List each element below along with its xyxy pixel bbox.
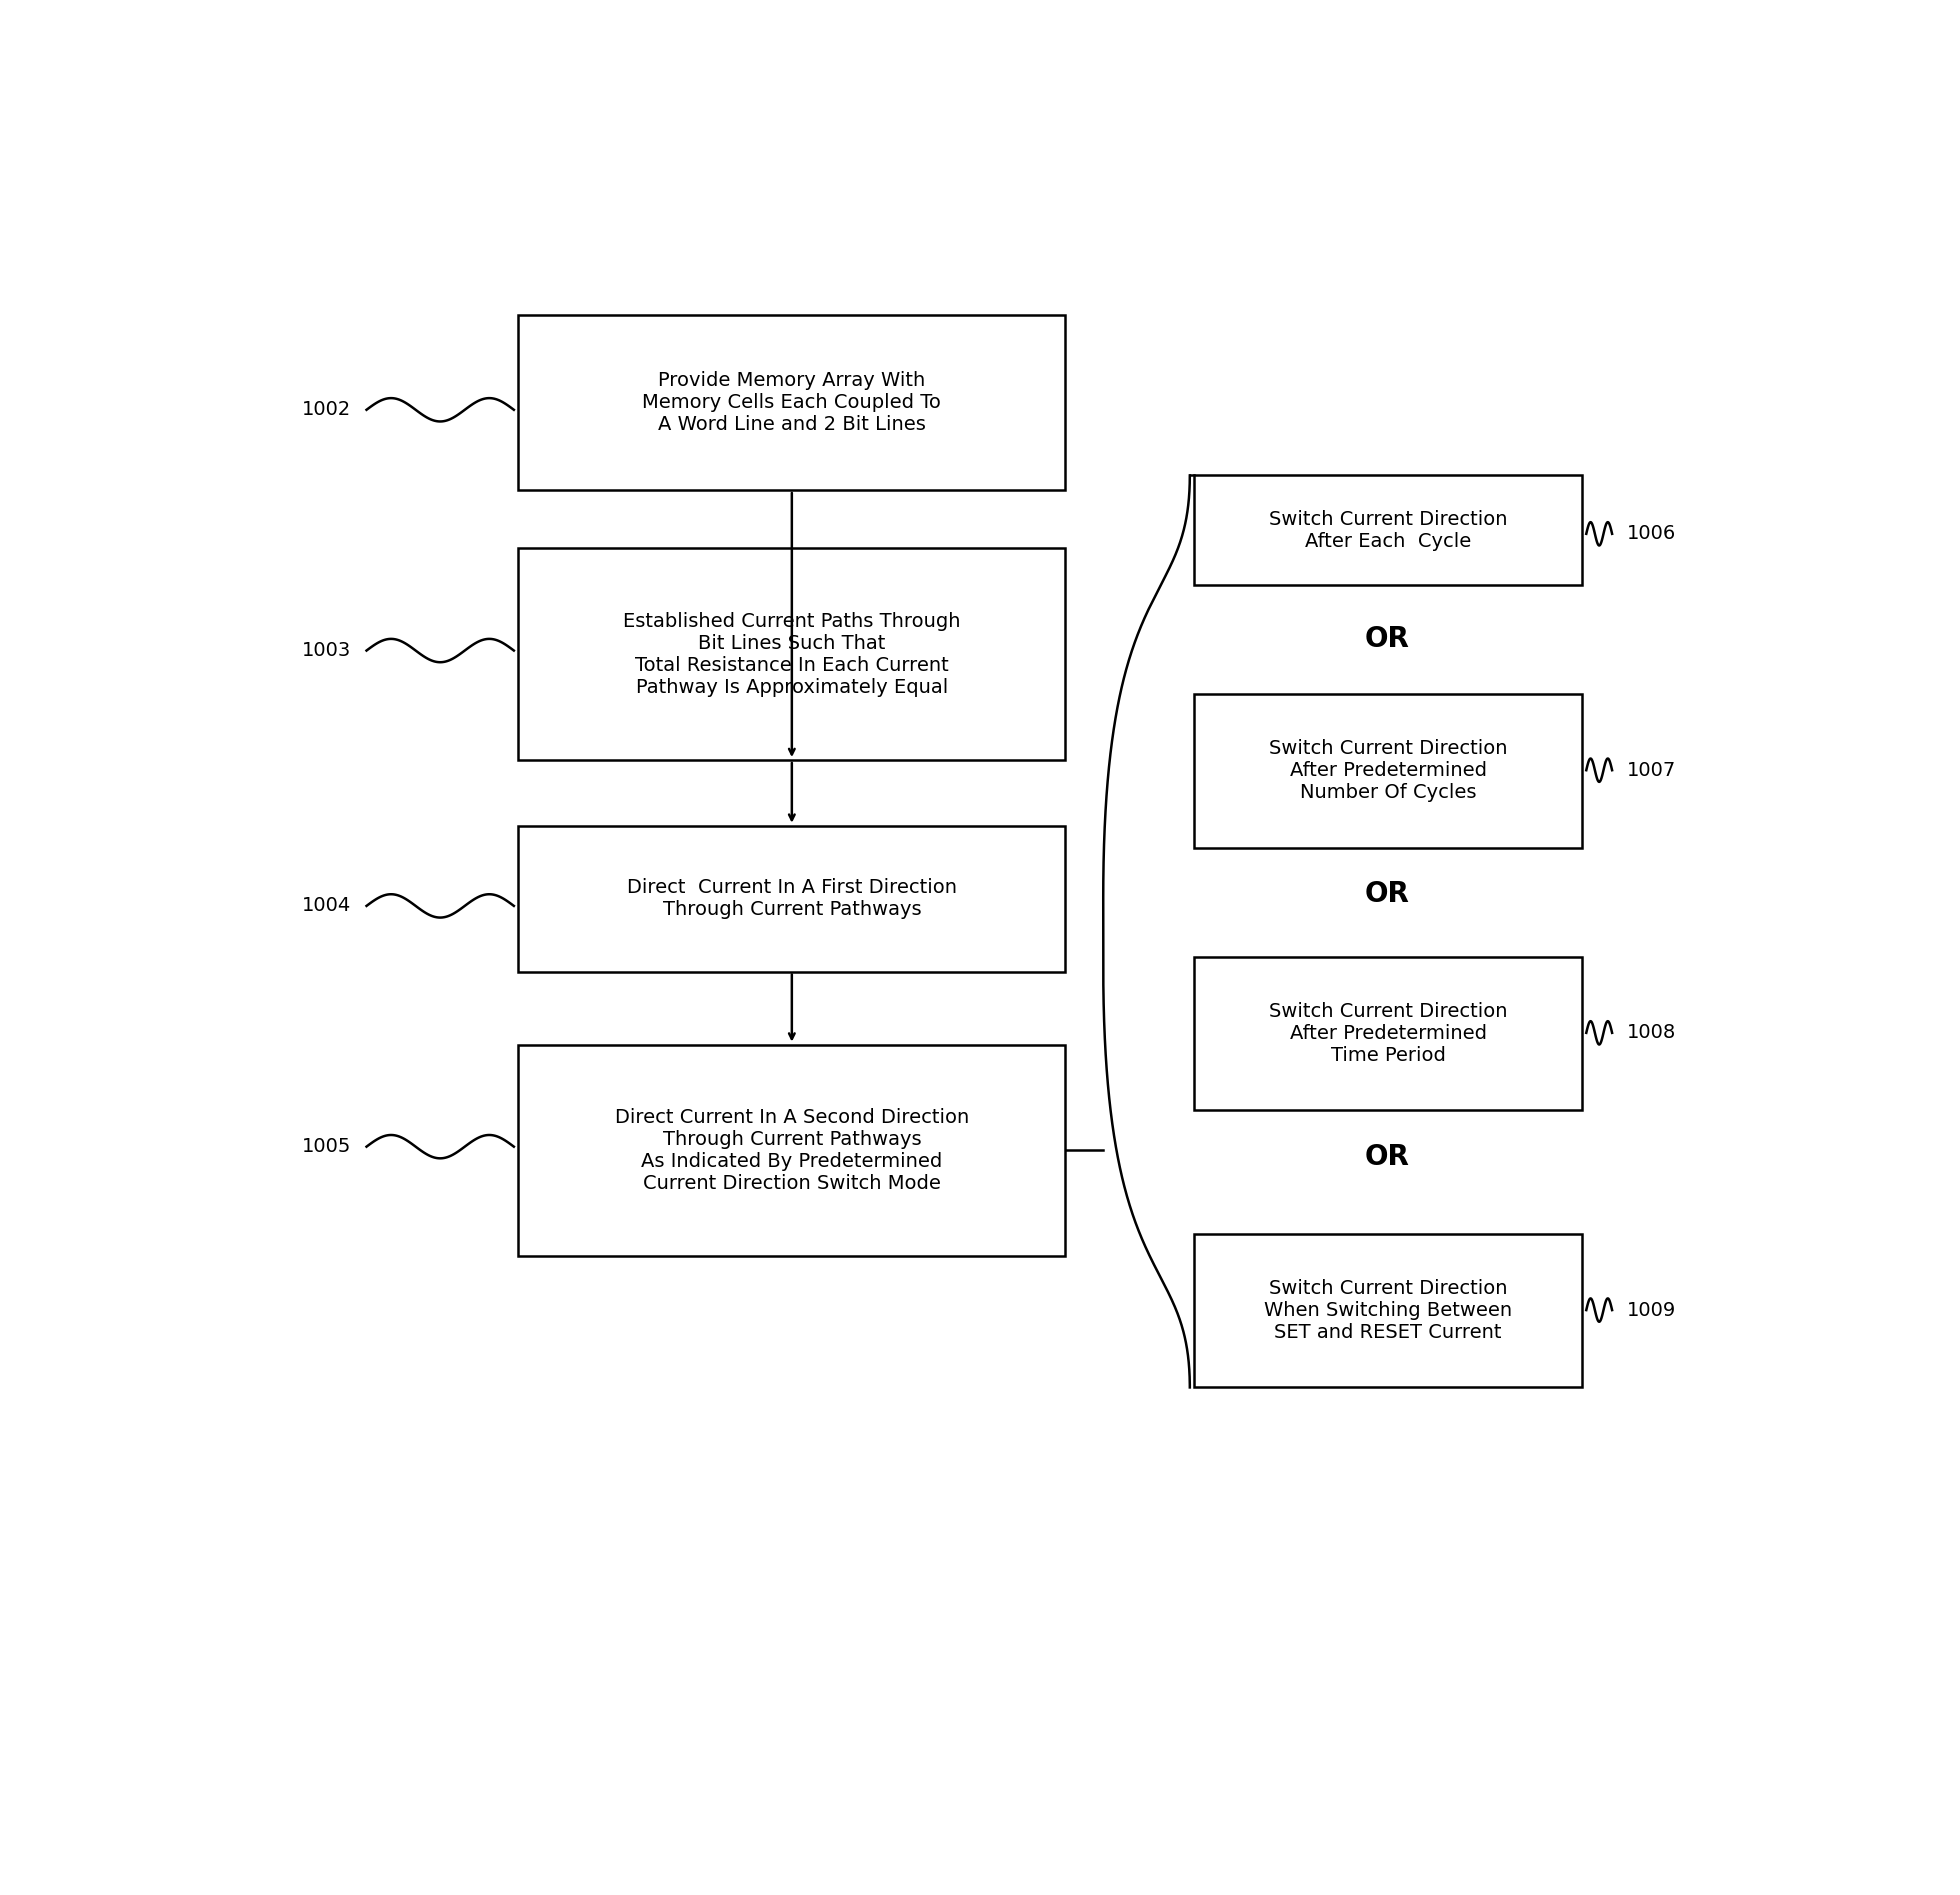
- Text: Switch Current Direction
After Predetermined
Time Period: Switch Current Direction After Predeterm…: [1268, 1002, 1507, 1065]
- Text: Established Current Paths Through
Bit Lines Such That
Total Resistance In Each C: Established Current Paths Through Bit Li…: [623, 612, 960, 697]
- Text: 1008: 1008: [1627, 1023, 1676, 1042]
- Text: 1007: 1007: [1627, 760, 1676, 779]
- Text: OR: OR: [1364, 881, 1409, 908]
- Text: Switch Current Direction
After Each  Cycle: Switch Current Direction After Each Cycl…: [1268, 510, 1507, 551]
- FancyBboxPatch shape: [517, 826, 1066, 972]
- Text: Provide Memory Array With
Memory Cells Each Coupled To
A Word Line and 2 Bit Lin: Provide Memory Array With Memory Cells E…: [643, 371, 941, 434]
- Text: OR: OR: [1364, 625, 1409, 654]
- FancyBboxPatch shape: [517, 548, 1066, 760]
- Text: 1009: 1009: [1627, 1300, 1676, 1319]
- Text: 1003: 1003: [302, 641, 351, 659]
- FancyBboxPatch shape: [1194, 476, 1582, 586]
- FancyBboxPatch shape: [517, 315, 1066, 491]
- Text: Direct  Current In A First Direction
Through Current Pathways: Direct Current In A First Direction Thro…: [627, 877, 956, 919]
- FancyBboxPatch shape: [1194, 957, 1582, 1110]
- Text: 1006: 1006: [1627, 525, 1676, 544]
- Text: 1004: 1004: [302, 896, 351, 915]
- Text: OR: OR: [1364, 1143, 1409, 1171]
- Text: Direct Current In A Second Direction
Through Current Pathways
As Indicated By Pr: Direct Current In A Second Direction Thr…: [615, 1109, 968, 1192]
- Text: 1002: 1002: [302, 400, 351, 419]
- Text: Switch Current Direction
When Switching Between
SET and RESET Current: Switch Current Direction When Switching …: [1264, 1279, 1511, 1342]
- FancyBboxPatch shape: [517, 1044, 1066, 1256]
- Text: 1005: 1005: [302, 1137, 351, 1156]
- FancyBboxPatch shape: [1194, 694, 1582, 847]
- FancyBboxPatch shape: [1194, 1234, 1582, 1387]
- Text: Switch Current Direction
After Predetermined
Number Of Cycles: Switch Current Direction After Predeterm…: [1268, 739, 1507, 802]
